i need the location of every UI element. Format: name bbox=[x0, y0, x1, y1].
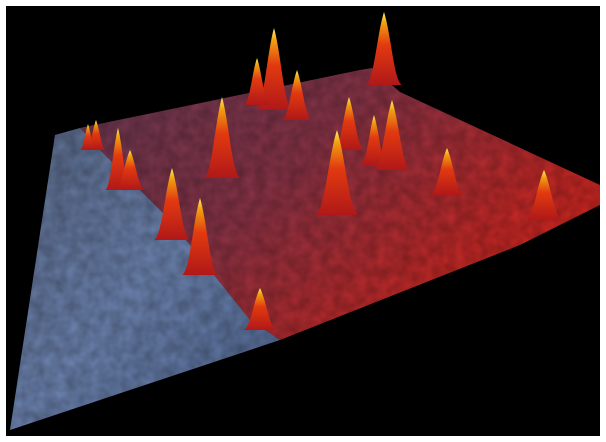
page: (() => { const g = document.getElementBy… bbox=[0, 0, 606, 442]
surface-render bbox=[0, 0, 606, 442]
